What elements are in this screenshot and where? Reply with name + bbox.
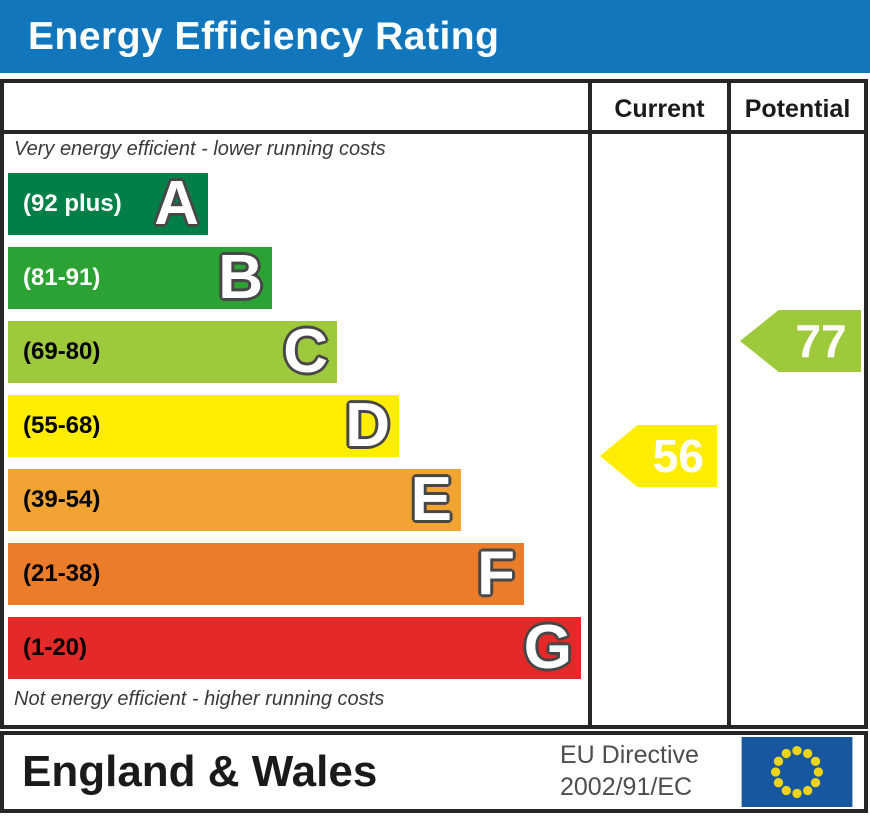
- column-header-potential: Potential: [744, 94, 851, 123]
- title-bar: Energy Efficiency Rating: [0, 0, 870, 73]
- rating-table: Current Potential Very energy efficient …: [0, 79, 868, 729]
- band-b-range: (81-91): [23, 264, 101, 291]
- band-g: (1-20) G: [8, 617, 581, 679]
- band-f: (21-38) F: [8, 543, 524, 605]
- eu-directive-line1: EU Directive: [560, 741, 699, 769]
- footer: England & Wales EU Directive 2002/91/EC: [0, 731, 868, 813]
- current-rating-arrow: 56: [600, 425, 717, 487]
- band-c-letter: C: [283, 317, 328, 386]
- divider-header-row: [4, 130, 864, 134]
- band-f-letter: F: [477, 539, 515, 608]
- divider-current-potential: [727, 83, 731, 725]
- band-f-range: (21-38): [23, 560, 101, 587]
- band-e-letter: E: [410, 465, 452, 534]
- region-label: England & Wales: [22, 747, 378, 796]
- band-a-letter: A: [154, 169, 199, 238]
- band-a-range: (92 plus): [23, 190, 122, 217]
- page-title: Energy Efficiency Rating: [28, 14, 500, 58]
- band-e: (39-54) E: [8, 469, 461, 531]
- divider-bands-current: [588, 83, 592, 725]
- eu-directive-line2: 2002/91/EC: [560, 773, 693, 801]
- band-a: (92 plus) A: [8, 173, 208, 235]
- caption-very-efficient: Very energy efficient - lower running co…: [14, 138, 386, 160]
- band-d-range: (55-68): [23, 412, 101, 439]
- band-d-letter: D: [345, 391, 390, 460]
- band-b: (81-91) B: [8, 247, 272, 309]
- band-c: (69-80) C: [8, 321, 337, 383]
- potential-rating-value: 77: [795, 315, 847, 367]
- current-rating-value: 56: [652, 430, 704, 482]
- eu-directive-label: EU Directive 2002/91/EC: [560, 739, 699, 803]
- band-g-range: (1-20): [23, 634, 88, 661]
- band-c-range: (69-80): [23, 338, 101, 365]
- eu-flag-icon: [741, 737, 853, 807]
- column-header-current: Current: [614, 94, 705, 123]
- band-g-letter: G: [523, 613, 572, 682]
- caption-not-efficient: Not energy efficient - higher running co…: [14, 688, 385, 710]
- band-e-range: (39-54): [23, 486, 101, 513]
- band-b-letter: B: [218, 243, 263, 312]
- band-d: (55-68) D: [8, 395, 399, 457]
- potential-rating-arrow: 77: [740, 310, 861, 372]
